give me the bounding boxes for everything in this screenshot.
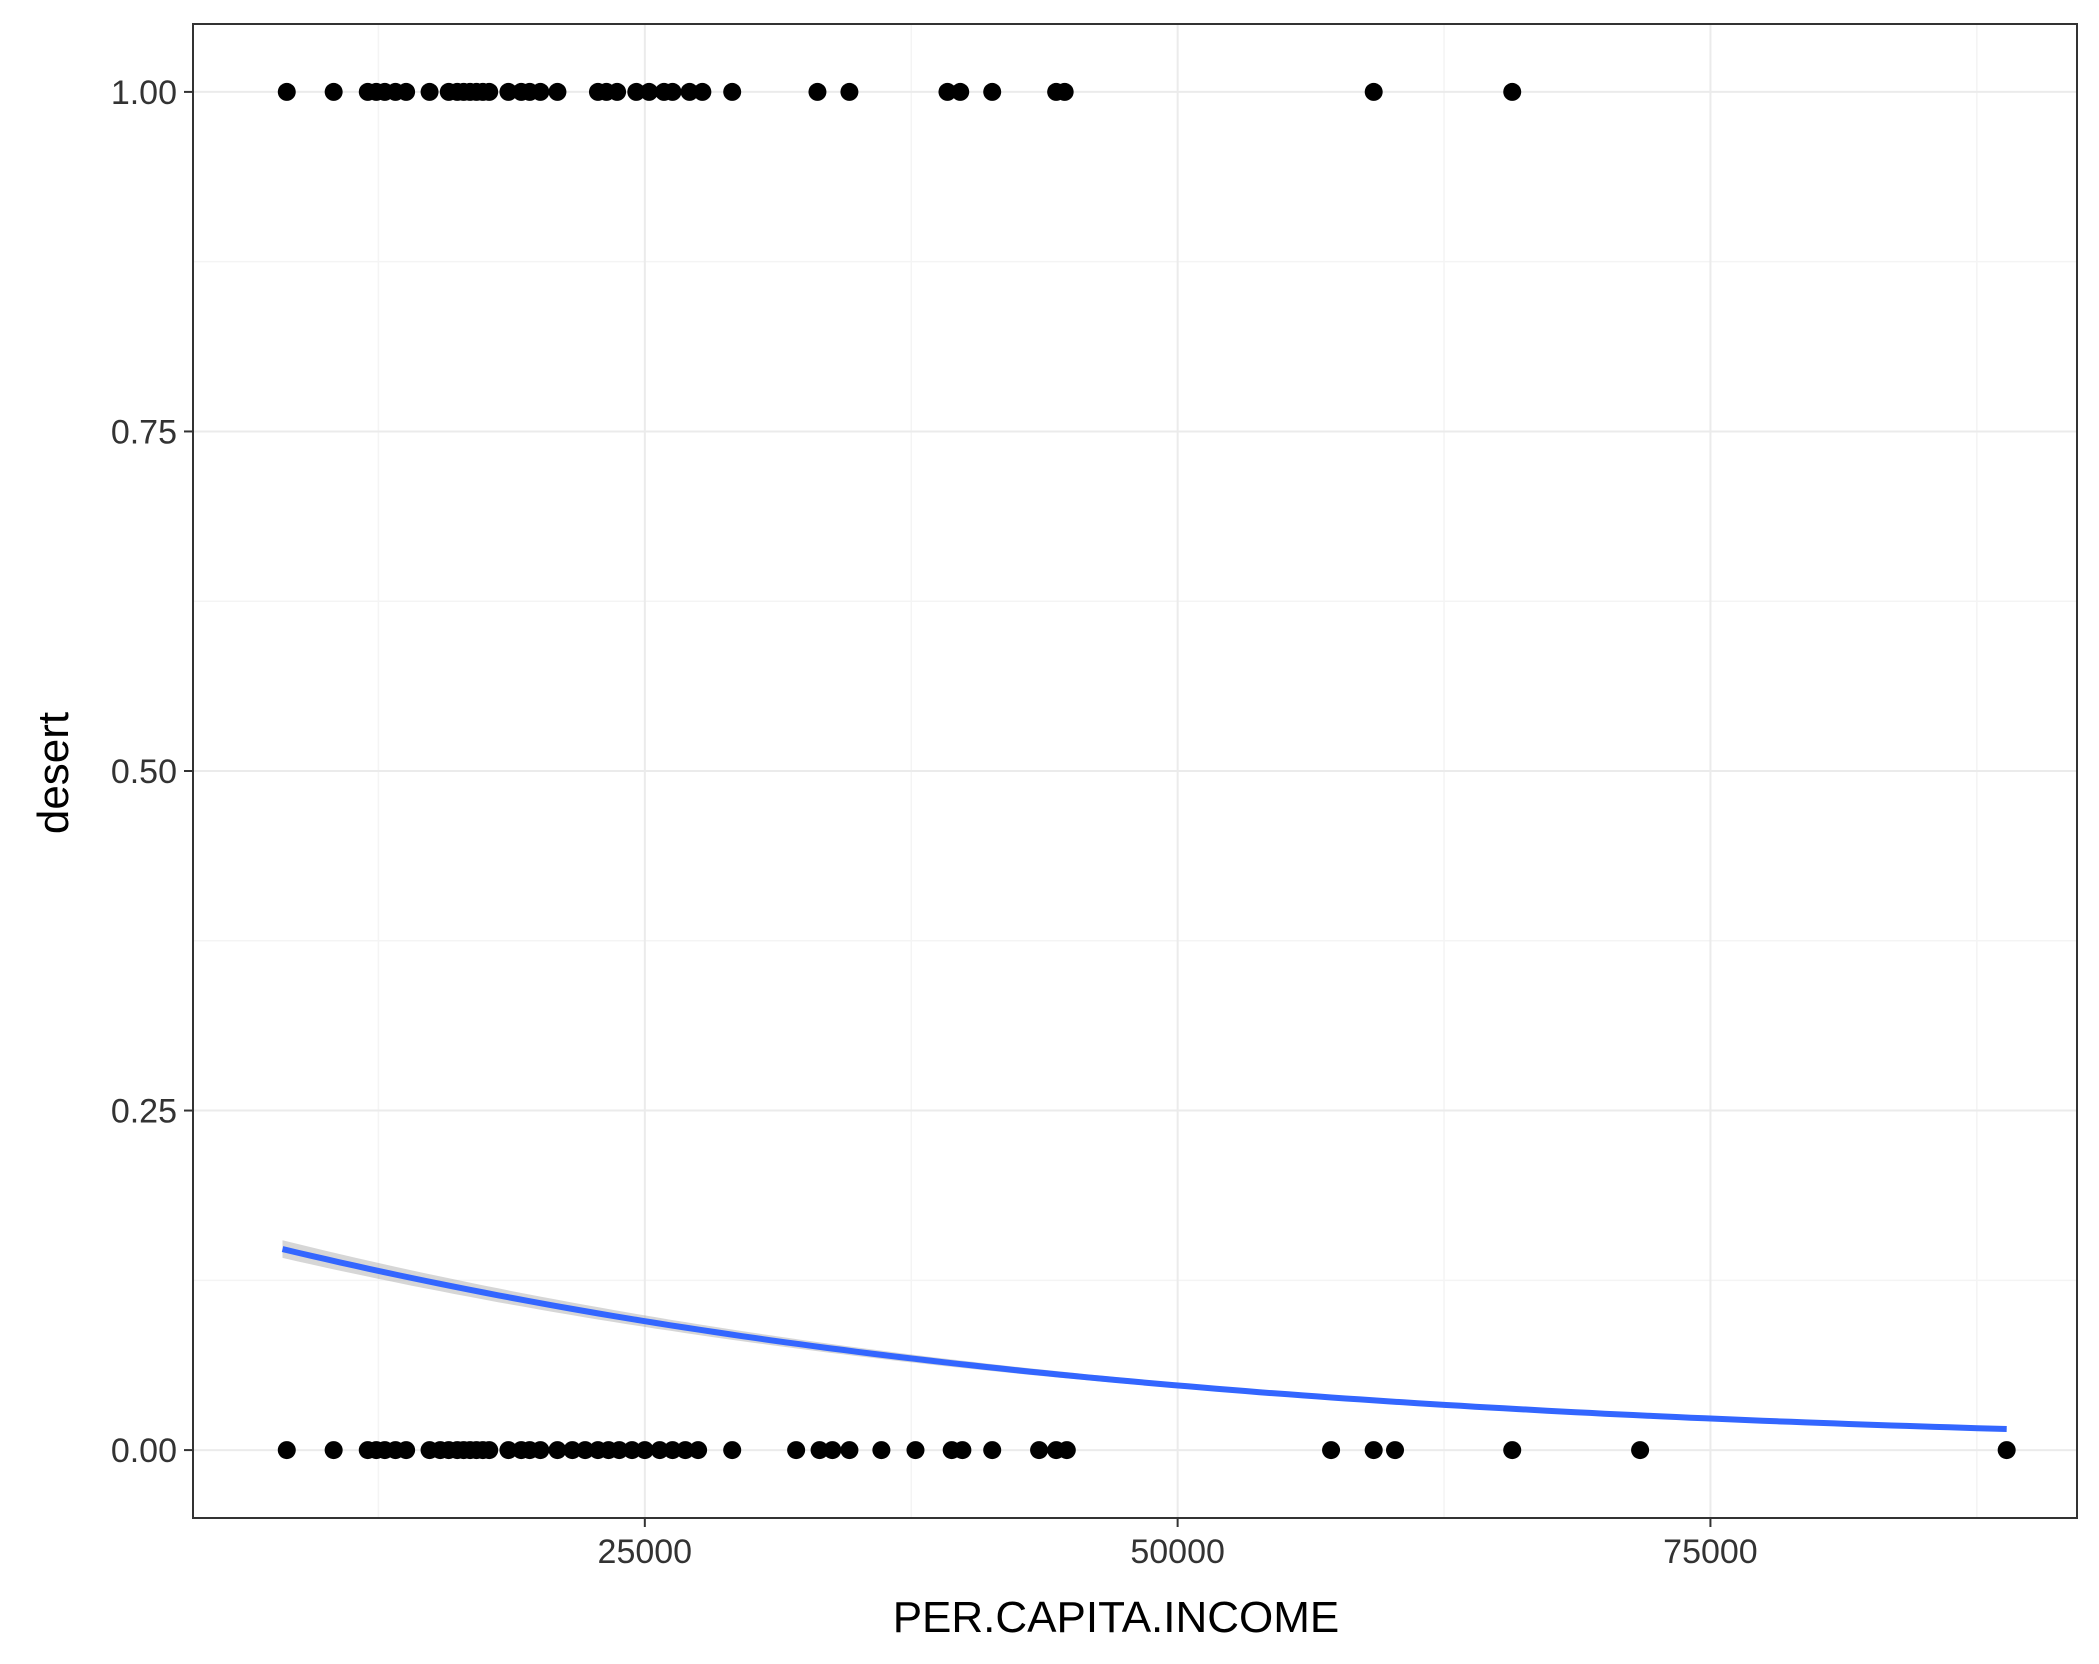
data-point-y0 (663, 1441, 682, 1460)
data-point-y0 (1997, 1441, 2016, 1460)
data-point-y0 (872, 1441, 891, 1460)
data-point-y0 (1030, 1441, 1049, 1460)
data-point-y0 (563, 1441, 582, 1460)
data-point-y0 (1364, 1441, 1383, 1460)
x-tick-label: 25000 (598, 1533, 693, 1571)
x-axis-title: PER.CAPITA.INCOME (893, 1593, 1340, 1642)
data-point-y0 (610, 1441, 629, 1460)
data-point-y1 (951, 82, 970, 101)
data-point-y0 (823, 1441, 842, 1460)
data-point-y1 (480, 82, 499, 101)
data-point-y0 (676, 1441, 695, 1460)
data-point-y1 (324, 82, 343, 101)
axis-layer: 25000 50000 75000 0.00 0.25 0.50 0.75 1.00 (111, 74, 1758, 1571)
data-point-y0 (1631, 1441, 1650, 1460)
data-point-y0 (689, 1441, 708, 1460)
y-tick-label: 0.75 (111, 413, 177, 451)
data-point-y1 (808, 82, 827, 101)
data-point-y0 (480, 1441, 499, 1460)
data-point-y0 (787, 1441, 806, 1460)
data-point-y1 (938, 82, 957, 101)
data-point-y0 (1386, 1441, 1405, 1460)
data-point-y0 (1057, 1441, 1076, 1460)
data-point-y1 (723, 82, 742, 101)
data-point-y0 (623, 1441, 642, 1460)
data-point-y1 (663, 82, 682, 101)
data-point-y0 (548, 1441, 567, 1460)
data-point-y1 (548, 82, 567, 101)
y-tick-label: 0.50 (111, 753, 177, 791)
data-point-y1 (983, 82, 1002, 101)
data-point-y0 (576, 1441, 595, 1460)
data-point-y0 (650, 1441, 669, 1460)
points-layer (277, 82, 2016, 1460)
y-tick-label: 0.00 (111, 1432, 177, 1470)
data-point-y0 (840, 1441, 859, 1460)
x-tick-label: 50000 (1130, 1533, 1225, 1571)
data-point-y1 (1055, 82, 1074, 101)
data-point-y0 (397, 1441, 416, 1460)
data-point-y1 (627, 82, 646, 101)
data-point-y0 (1503, 1441, 1522, 1460)
y-axis-title: desert (29, 712, 78, 834)
data-point-y1 (277, 82, 296, 101)
data-point-y1 (608, 82, 627, 101)
data-point-y0 (906, 1441, 925, 1460)
data-point-y1 (1503, 82, 1522, 101)
fit-line-layer (281, 1246, 2007, 1432)
y-tick-label: 1.00 (111, 74, 177, 112)
y-tick-label: 0.25 (111, 1093, 177, 1131)
data-point-y0 (499, 1441, 518, 1460)
data-point-y0 (531, 1441, 550, 1460)
data-point-y1 (499, 82, 518, 101)
x-tick-label: 75000 (1663, 1533, 1758, 1571)
data-point-y0 (635, 1441, 654, 1460)
data-point-y0 (324, 1441, 343, 1460)
data-point-y0 (723, 1441, 742, 1460)
data-point-y0 (1322, 1441, 1341, 1460)
data-point-y1 (840, 82, 859, 101)
data-point-y1 (397, 82, 416, 101)
data-point-y0 (277, 1441, 296, 1460)
data-point-y1 (680, 82, 699, 101)
data-point-y0 (953, 1441, 972, 1460)
data-point-y1 (693, 82, 712, 101)
data-point-y1 (640, 82, 659, 101)
data-point-y0 (810, 1441, 829, 1460)
data-point-y1 (420, 82, 439, 101)
data-point-y0 (983, 1441, 1002, 1460)
data-point-y1 (1364, 82, 1383, 101)
fit-line (281, 1246, 2007, 1432)
data-point-y1 (531, 82, 550, 101)
